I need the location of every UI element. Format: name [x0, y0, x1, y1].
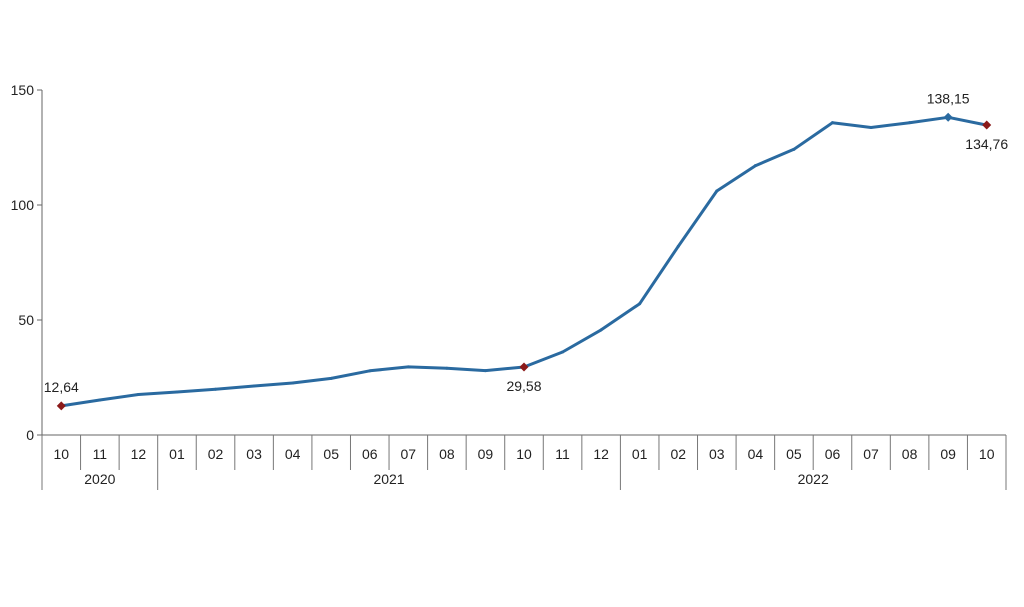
- x-tick-label: 07: [401, 446, 417, 462]
- x-tick-label: 06: [362, 446, 378, 462]
- data-point: [175, 390, 179, 394]
- x-tick-label: 10: [516, 446, 532, 462]
- x-axis-years: 2020 2021 2022: [41, 470, 1007, 490]
- data-label: 138,15: [927, 90, 970, 106]
- data-point: [136, 393, 140, 397]
- year-label: 2020: [84, 471, 115, 487]
- data-point: [599, 328, 603, 332]
- data-labels-group: 12,64 29,58 138,15 134,76: [44, 90, 1009, 395]
- data-point: [908, 121, 912, 125]
- data-point: [792, 147, 796, 151]
- data-marker: [982, 120, 992, 130]
- data-point: [715, 189, 719, 193]
- x-tick-label: 03: [246, 446, 262, 462]
- data-point: [406, 365, 410, 369]
- x-tick-label: 04: [748, 446, 764, 462]
- year-label: 2022: [798, 471, 829, 487]
- data-label: 29,58: [506, 378, 541, 394]
- data-point: [869, 125, 873, 129]
- data-label: 134,76: [965, 136, 1008, 152]
- markers-group: [56, 112, 992, 411]
- data-point: [329, 376, 333, 380]
- y-tick-label: 50: [18, 312, 34, 328]
- x-tick-label: 08: [439, 446, 455, 462]
- chart-axes: [41, 90, 1006, 436]
- y-tick-label: 100: [11, 197, 35, 213]
- x-tick-label: 03: [709, 446, 725, 462]
- x-tick-label: 02: [208, 446, 224, 462]
- data-point: [252, 384, 256, 388]
- year-label: 2021: [373, 471, 404, 487]
- data-point: [638, 302, 642, 306]
- x-tick-label: 11: [555, 446, 570, 462]
- data-point: [753, 164, 757, 168]
- x-tick-label: 01: [632, 446, 648, 462]
- x-tick-label: 12: [131, 446, 147, 462]
- x-tick-label: 01: [169, 446, 185, 462]
- data-point: [98, 398, 102, 402]
- x-tick-label: 07: [863, 446, 879, 462]
- data-point: [561, 350, 565, 354]
- x-tick-label: 10: [53, 446, 69, 462]
- x-tick-label: 09: [478, 446, 494, 462]
- x-tick-label: 04: [285, 446, 301, 462]
- x-tick-label: 12: [593, 446, 609, 462]
- data-point: [368, 369, 372, 373]
- x-tick-label: 09: [940, 446, 956, 462]
- x-tick-label: 10: [979, 446, 995, 462]
- data-marker: [943, 112, 953, 122]
- data-point: [676, 244, 680, 248]
- data-point: [445, 366, 449, 370]
- y-tick-label: 0: [26, 427, 34, 443]
- x-tick-label: 08: [902, 446, 918, 462]
- data-point: [214, 387, 218, 391]
- y-axis-ticks: 0 50 100 150: [11, 82, 42, 443]
- data-marker: [519, 362, 529, 372]
- x-tick-label: 02: [670, 446, 686, 462]
- data-marker: [56, 401, 66, 411]
- x-tick-label: 05: [786, 446, 802, 462]
- x-tick-label: 06: [825, 446, 841, 462]
- data-point: [483, 369, 487, 373]
- x-tick-label: 11: [93, 446, 108, 462]
- y-tick-label: 150: [11, 82, 35, 98]
- data-label: 12,64: [44, 379, 79, 395]
- data-point: [291, 381, 295, 385]
- x-tick-label: 05: [323, 446, 339, 462]
- data-point: [830, 121, 834, 125]
- x-axis-categories: 10 11 12 01 02 03 04 05 06 07 08 09 10 11 12 01 02 03 04 05…: [41, 435, 1007, 470]
